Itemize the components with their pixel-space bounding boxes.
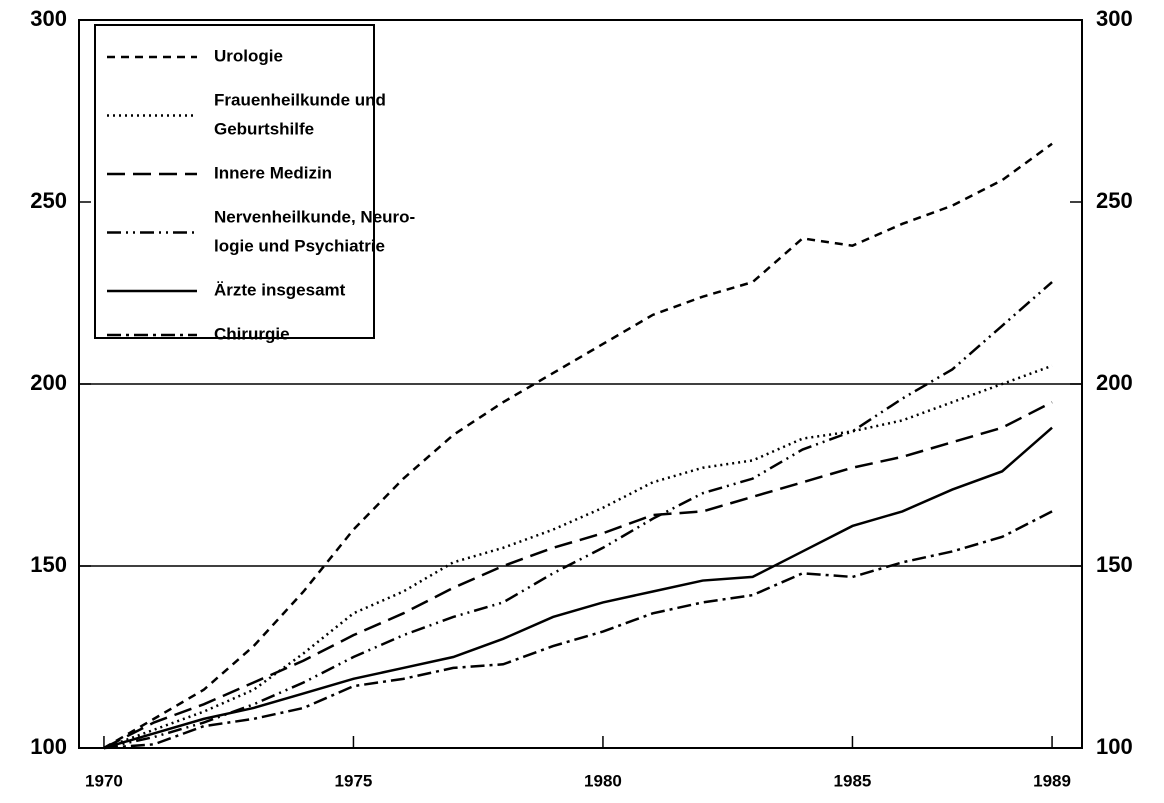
x-tick-label: 1980 [584, 771, 622, 790]
legend-label: Chirurgie [214, 324, 290, 343]
y-tick-label: 200 [30, 370, 67, 395]
y-tick-label: 250 [30, 188, 67, 213]
legend-label: Innere Medizin [214, 163, 332, 182]
legend-label: logie und Psychiatrie [214, 236, 385, 255]
legend-label: Urologie [214, 46, 283, 65]
legend-label: Nervenheilkunde, Neuro- [214, 207, 415, 226]
legend-label: Geburtshilfe [214, 119, 314, 138]
series-line [103, 426, 1053, 750]
series-line [103, 364, 1053, 750]
series-line [103, 401, 1053, 750]
y-tick-label: 100 [30, 734, 67, 759]
x-tick-label: 1985 [834, 771, 872, 790]
legend-label: Ärzte insgesamt [214, 280, 346, 299]
series-line [103, 510, 1053, 750]
y2-tick-label: 100 [1096, 734, 1133, 759]
y2-tick-label: 300 [1096, 6, 1133, 31]
y-tick-label: 300 [30, 6, 67, 31]
x-tick-label: 1989 [1033, 771, 1071, 790]
legend-box [94, 24, 375, 339]
y2-tick-label: 250 [1096, 188, 1133, 213]
y2-tick-label: 200 [1096, 370, 1133, 395]
y-tick-label: 150 [30, 552, 67, 577]
series-line [103, 142, 1053, 750]
series-line [103, 281, 1053, 750]
x-tick-label: 1970 [85, 771, 123, 790]
x-tick-label: 1975 [335, 771, 373, 790]
y2-tick-label: 150 [1096, 552, 1133, 577]
legend-label: Frauenheilkunde und [214, 90, 386, 109]
